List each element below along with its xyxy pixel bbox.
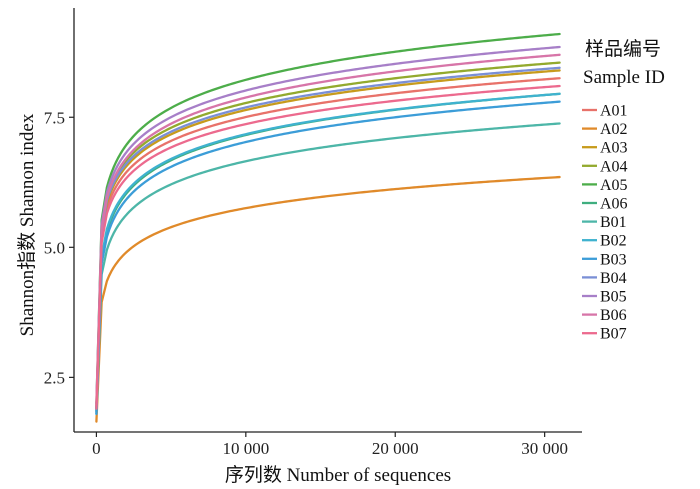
legend-label-b02: B02 <box>600 233 627 250</box>
x-tick-label: 0 <box>92 439 101 458</box>
legend-label-a06: A06 <box>600 196 628 213</box>
legend-label-a05: A05 <box>600 177 628 194</box>
series-line-b01 <box>95 122 561 415</box>
series-line-b06 <box>95 53 561 408</box>
axes: 0 10 000 20 000 30 000 2.5 5.0 7.5 <box>44 8 582 458</box>
y-axis-ticks: 2.5 5.0 7.5 <box>44 108 74 387</box>
legend-label-b03: B03 <box>600 251 627 268</box>
series-line-b07 <box>95 84 561 410</box>
x-tick-label: 20 000 <box>372 439 419 458</box>
legend-label-a04: A04 <box>600 158 628 175</box>
y-tick-label: 2.5 <box>44 368 65 387</box>
series-line-b03 <box>95 100 561 415</box>
legend-label-a01: A01 <box>600 103 628 120</box>
x-axis-title: 序列数 Number of sequences <box>225 464 451 486</box>
y-tick-label: 7.5 <box>44 108 65 127</box>
x-axis-ticks: 0 10 000 20 000 30 000 <box>92 432 568 458</box>
series-line-a01 <box>95 77 561 410</box>
legend-label-b06: B06 <box>600 307 627 324</box>
series-line-b02 <box>95 92 561 413</box>
legend-label-b07: B07 <box>600 326 627 343</box>
legend-label-b04: B04 <box>600 270 627 287</box>
series-line-a04 <box>95 61 561 410</box>
legend-label-b05: B05 <box>600 289 627 306</box>
x-tick-label: 30 000 <box>521 439 568 458</box>
series-line-b04 <box>95 66 561 410</box>
legend-title-chinese: 样品编号 <box>585 38 661 60</box>
series-line-b05 <box>95 45 561 405</box>
series-line-a06 <box>95 92 561 410</box>
series-line-a02 <box>95 175 561 423</box>
legend-title-english: Sample ID <box>583 67 665 88</box>
legend-label-a03: A03 <box>600 140 628 157</box>
y-axis-title: Shannon指数 Shannon index <box>16 113 38 336</box>
x-tick-label: 10 000 <box>222 439 269 458</box>
legend-label-b01: B01 <box>600 214 627 231</box>
legend: 样品编号 Sample ID A01A02A03A04A05A06B01B02B… <box>582 38 665 343</box>
series-line-a03 <box>95 69 561 413</box>
legend-label-a02: A02 <box>600 121 628 138</box>
y-tick-label: 5.0 <box>44 238 65 257</box>
series-lines <box>95 32 561 423</box>
series-line-a05 <box>95 32 561 405</box>
